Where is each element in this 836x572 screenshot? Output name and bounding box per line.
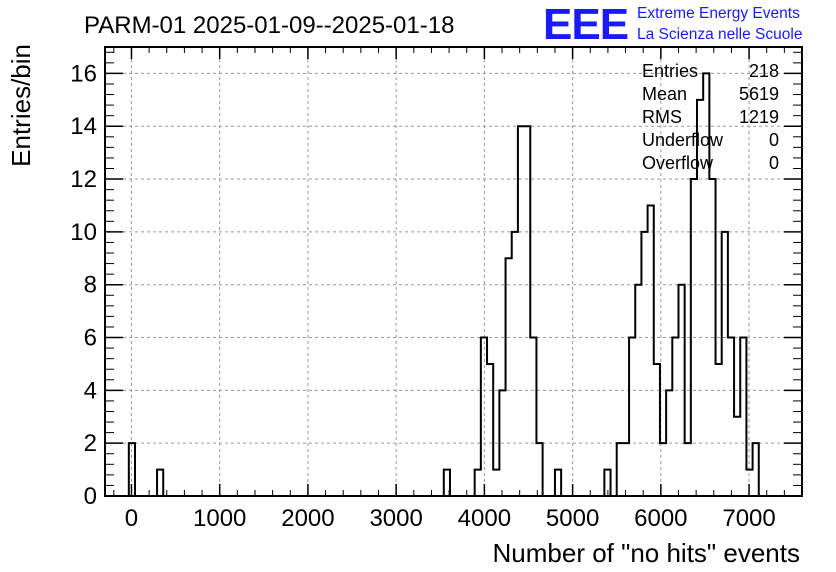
y-tick-label: 16 <box>70 60 97 87</box>
x-tick-label: 4000 <box>458 505 511 532</box>
histogram-bins <box>127 72 760 496</box>
stats-value-entries: 218 <box>749 61 779 81</box>
stats-value-underflow: 0 <box>769 130 779 150</box>
x-tick-label: 0 <box>125 505 138 532</box>
tick-labels: 0 1000 2000 3000 4000 5000 6000 7000 0 2 4 6 8 10 12 14… <box>70 60 775 532</box>
plot-frame <box>104 46 803 497</box>
y-tick-label: 10 <box>70 219 97 246</box>
x-tick-label: 3000 <box>369 505 422 532</box>
x-tick-label: 7000 <box>722 505 775 532</box>
histogram-step <box>603 468 612 496</box>
stats-value-mean: 5619 <box>739 84 779 104</box>
histogram-step <box>615 72 760 496</box>
y-tick-label: 0 <box>84 483 97 510</box>
stats-label-mean: Mean <box>642 84 687 104</box>
y-tick-label: 2 <box>84 430 97 457</box>
stats-label-underflow: Underflow <box>642 130 724 150</box>
histogram-step <box>156 468 165 496</box>
axis-ticks <box>105 47 802 497</box>
y-axis-label: Entries/bin <box>6 44 36 167</box>
y-tick-label: 6 <box>84 325 97 352</box>
stats-label-rms: RMS <box>642 107 682 127</box>
y-tick-label: 4 <box>84 377 97 404</box>
x-tick-label: 6000 <box>634 505 687 532</box>
y-tick-label: 8 <box>84 272 97 299</box>
x-tick-label: 1000 <box>193 505 246 532</box>
y-tick-label: 14 <box>70 113 97 140</box>
eee-logo-mark: EEE <box>543 0 628 49</box>
histogram-step <box>553 468 563 496</box>
histogram-step <box>442 468 451 496</box>
x-tick-label: 5000 <box>546 505 599 532</box>
chart-title: PARM-01 2025-01-09--2025-01-18 <box>84 12 454 39</box>
x-tick-label: 2000 <box>281 505 334 532</box>
stats-label-overflow: Overflow <box>642 153 714 173</box>
eee-logo: EEE Extreme Energy Events La Scienza nel… <box>543 0 802 49</box>
histogram-step <box>473 125 544 496</box>
stats-value-rms: 1219 <box>739 107 779 127</box>
y-tick-label: 12 <box>70 166 97 193</box>
stats-box: Entries 218 Mean 5619 RMS 1219 Underflow… <box>642 61 779 173</box>
stats-value-overflow: 0 <box>769 153 779 173</box>
logo-line-1: Extreme Energy Events <box>637 5 800 22</box>
x-axis-label: Number of "no hits" events <box>493 538 801 568</box>
stats-label-entries: Entries <box>642 61 698 81</box>
grid <box>105 47 802 496</box>
histogram-step <box>127 442 136 496</box>
logo-line-2: La Scienza nelle Scuole <box>637 26 802 43</box>
